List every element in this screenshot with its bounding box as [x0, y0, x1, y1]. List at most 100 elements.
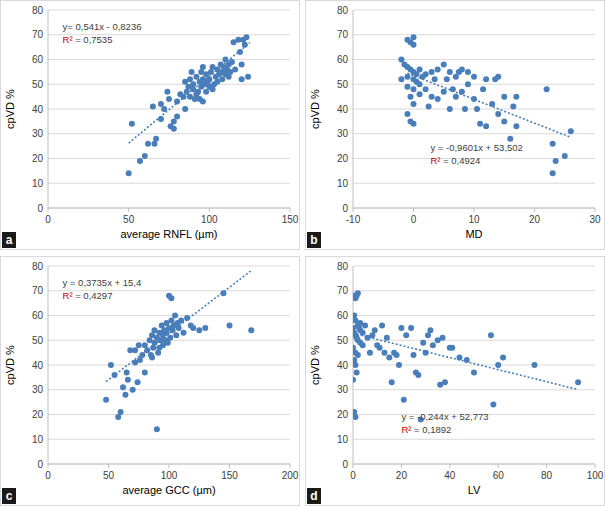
marks [103, 271, 254, 433]
marks [353, 290, 581, 422]
point [372, 327, 378, 333]
y-tick-label: 80 [337, 261, 349, 272]
grid-line [353, 439, 595, 440]
panel-label-box [307, 488, 321, 504]
grid-line [353, 340, 595, 341]
x-tick-label: 100 [201, 214, 218, 225]
grid-line [353, 208, 595, 209]
grid-line [48, 266, 290, 267]
x-tick-label: 60 [493, 470, 505, 481]
point [553, 158, 559, 164]
point [354, 369, 360, 375]
x-tick [449, 464, 450, 468]
point [103, 397, 109, 403]
x-tick [413, 208, 414, 212]
y-axis [48, 10, 49, 208]
point [190, 81, 196, 87]
point [550, 170, 556, 176]
grid-line [353, 133, 595, 134]
point [245, 74, 251, 80]
point [168, 295, 174, 301]
point [381, 350, 387, 356]
point [477, 121, 483, 127]
annotation: y = 0,3735x + 15,4 [63, 277, 142, 288]
point [465, 81, 471, 87]
point [500, 355, 506, 361]
panel-label-box [2, 232, 16, 248]
panel-label-box [307, 232, 321, 248]
point [404, 84, 410, 90]
x-tick-label: 100 [587, 470, 604, 481]
x-tick [229, 464, 230, 468]
x-tick [128, 208, 129, 212]
x-tick [401, 464, 402, 468]
point [384, 335, 390, 341]
x-tick [108, 464, 109, 468]
point [135, 379, 141, 385]
point [137, 158, 143, 164]
point [404, 74, 410, 80]
point [423, 86, 429, 92]
point [568, 128, 574, 134]
point [441, 89, 447, 95]
point [398, 76, 404, 82]
x-tick [595, 208, 596, 212]
point [429, 94, 435, 100]
grid-line [48, 133, 290, 134]
point [440, 335, 446, 341]
point [172, 313, 178, 319]
grid-line [48, 365, 290, 366]
point [195, 89, 201, 95]
y-tick-label: 0 [37, 459, 43, 470]
point [429, 69, 435, 75]
point [389, 379, 395, 385]
panel: 01020304050607080050100150200average GCC… [1, 257, 300, 506]
point [447, 69, 453, 75]
point [118, 409, 124, 415]
point [415, 372, 421, 378]
point [386, 355, 392, 361]
annotation-part: R² [63, 290, 73, 301]
point [132, 347, 138, 353]
y-tick-label: 0 [342, 459, 348, 470]
point [219, 76, 225, 82]
point [153, 136, 159, 142]
x-tick-label: 0 [45, 470, 51, 481]
panel-label: a [6, 233, 13, 247]
panel: 01020304050607080-100102030MDcpVD %y = -… [306, 1, 605, 250]
grid-line [48, 414, 290, 415]
point [200, 64, 206, 70]
trend-line [407, 73, 570, 137]
annotation: y = -0,244x + 52,773 [401, 411, 488, 422]
grid-line [353, 365, 595, 366]
x-tick-label: 50 [103, 470, 115, 481]
point [420, 340, 426, 346]
point [164, 89, 170, 95]
grid-line [48, 439, 290, 440]
annotation-part: R² [401, 424, 411, 435]
annotation: R² = 0,4924 [430, 155, 480, 166]
y-tick-label: 30 [32, 128, 44, 139]
x-tick [595, 464, 596, 468]
point [401, 397, 407, 403]
x-axis-label: average RNFL (µm) [120, 228, 217, 240]
point [444, 76, 450, 82]
point [203, 89, 209, 95]
point [465, 69, 471, 75]
y-tick-label: 10 [32, 178, 44, 189]
x-axis-label: average GCC (µm) [122, 484, 215, 496]
point [435, 66, 441, 72]
grid-line [353, 290, 595, 291]
y-tick-label: 10 [337, 178, 349, 189]
point [408, 325, 414, 331]
x-tick-label: 20 [529, 214, 541, 225]
y-tick-label: 40 [32, 104, 44, 115]
y-tick-label: 50 [32, 79, 44, 90]
point [197, 96, 203, 102]
point [513, 123, 519, 129]
x-tick-label: 20 [396, 470, 408, 481]
point [145, 141, 151, 147]
point [379, 322, 385, 328]
y-tick-label: 10 [32, 434, 44, 445]
x-tick-label: 50 [123, 214, 135, 225]
